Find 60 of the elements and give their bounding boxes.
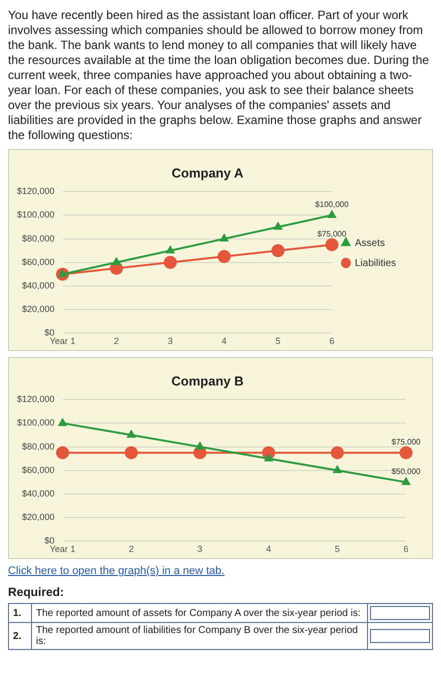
y-tick-label: $60,000 (22, 256, 55, 267)
text: The reported amount of liabilities for Company B over the six-year period is: (32, 622, 368, 650)
y-tick-label: $60,000 (22, 464, 55, 475)
legend-label: Liabilities (354, 258, 396, 269)
y-tick-label: $40,000 (22, 488, 55, 498)
x-tick-label: 4 (266, 544, 272, 554)
text: 1. (8, 604, 32, 622)
point (196, 442, 204, 450)
y-tick-label: $20,000 (22, 512, 55, 522)
point (164, 256, 177, 269)
point (325, 238, 338, 252)
chart-title: Company A (172, 165, 244, 180)
chart-title: Company B (171, 373, 244, 388)
point (220, 234, 228, 242)
text: Click here to open the graph(s) in a new tab. (8, 565, 226, 577)
point (127, 430, 136, 438)
point (112, 258, 120, 266)
point (333, 466, 342, 474)
legend-label: Assets (354, 238, 385, 249)
y-tick-label: $120,000 (16, 186, 55, 196)
point (330, 446, 344, 460)
x-tick-label: Year 1 (50, 336, 76, 346)
y-tick-label: $0 (44, 536, 55, 546)
y-tick-label: $80,000 (22, 233, 55, 244)
x-tick-label: Year 1 (50, 544, 76, 554)
y-tick-label: $100,000 (16, 210, 55, 220)
y-tick-label: $120,000 (16, 394, 55, 404)
point (402, 478, 410, 485)
point (58, 418, 67, 426)
point (166, 246, 174, 254)
text: You have recently been hired as the assistant loan officer. Part of your work involves assessing which companies should be allowed to borrow money from the bank. The bank wants to lend money to all companies that will likely have the resources available at the time the loan obligation becomes due. During the current week, three companies have approached you about obtaining a two-year loan. For each of these companies, you ask to see their balance sheets over the previous six years. Your analyses of the companies' assets and liabilities are provided in the graphs below. Examine those graphs and answer the following questions: (8, 8, 429, 142)
x-tick-label: 6 (329, 336, 334, 346)
text: Required: (8, 585, 66, 599)
x-tick-label: 3 (197, 544, 202, 554)
point (56, 446, 70, 460)
data-label: $100,000 (315, 200, 350, 210)
x-tick-label: 4 (222, 336, 227, 346)
point (124, 446, 138, 460)
y-tick-label: $20,000 (22, 304, 55, 314)
point (328, 210, 336, 218)
x-tick-label: 2 (128, 544, 134, 554)
y-tick-label: $40,000 (22, 280, 55, 290)
x-tick-label: 2 (114, 336, 119, 346)
x-tick-label: 5 (275, 336, 281, 346)
y-tick-label: $100,000 (16, 418, 55, 428)
y-tick-label: $80,000 (22, 441, 55, 452)
point (264, 454, 273, 462)
data-label: $50,000 (392, 467, 422, 476)
text: The reported amount of assets for Company A over the six-year period is: (32, 604, 368, 622)
y-tick-label: $0 (44, 328, 55, 338)
data-label: $75,000 (392, 438, 422, 447)
point (218, 250, 231, 263)
point (272, 244, 284, 258)
x-tick-label: 3 (168, 336, 173, 346)
x-tick-label: 5 (334, 544, 340, 554)
data-label: $75,000 (317, 230, 347, 239)
point (274, 222, 282, 230)
point (400, 446, 412, 460)
text: 2. (8, 622, 32, 650)
x-tick-label: 6 (403, 544, 409, 554)
